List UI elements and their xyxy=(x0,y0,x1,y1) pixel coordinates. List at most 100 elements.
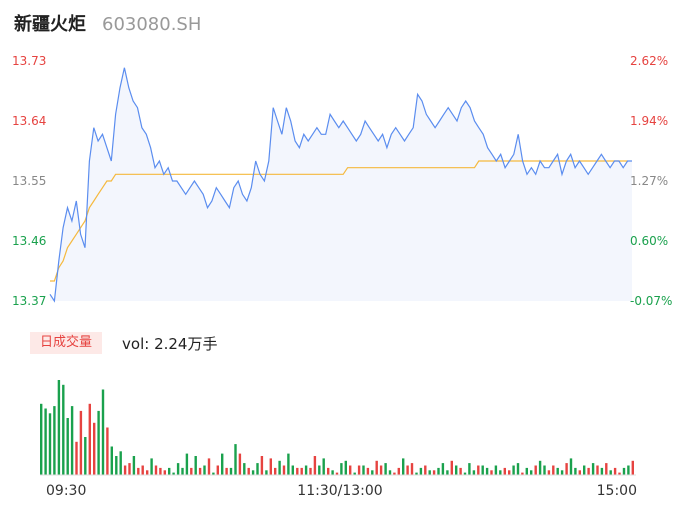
volume-value: 2.24万手 xyxy=(154,334,218,353)
volume-bar xyxy=(499,470,502,476)
volume-bar xyxy=(512,465,515,475)
y-tick-left-3: 13.46 xyxy=(12,234,46,248)
volume-bar xyxy=(384,463,387,475)
volume-bar xyxy=(631,460,634,476)
stock-name: 新疆火炬 xyxy=(14,14,86,35)
volume-bar xyxy=(450,460,453,476)
volume-bar xyxy=(291,465,294,475)
volume-bar xyxy=(229,467,233,475)
volume-bar xyxy=(556,467,559,475)
x-tick-1: 11:30/13:00 xyxy=(297,483,382,499)
y-tick-left-4: 13.37 xyxy=(12,294,46,308)
volume-bar xyxy=(468,463,471,475)
volume-bar xyxy=(525,467,528,475)
volume-bar xyxy=(53,406,56,475)
y-tick-right-1: 1.94% xyxy=(630,114,668,128)
average-price-line xyxy=(50,160,628,282)
x-tick-0: 09:30 xyxy=(46,483,86,499)
volume-bar xyxy=(203,465,206,475)
volume-bar xyxy=(44,408,47,475)
volume-bar xyxy=(393,472,396,475)
volume-bar xyxy=(176,463,180,475)
volume-bar xyxy=(207,458,211,475)
volume-bar xyxy=(141,465,144,475)
volume-bar xyxy=(432,470,436,476)
volume-bar xyxy=(622,467,626,475)
volume-bar xyxy=(309,467,312,475)
volume-bar xyxy=(247,467,250,475)
volume-bar xyxy=(115,456,118,475)
volume-prefix: vol: xyxy=(122,334,150,353)
volume-bar xyxy=(596,465,599,475)
volume-bar xyxy=(159,467,162,475)
volume-bar xyxy=(304,465,308,475)
volume-bar xyxy=(198,467,202,475)
volume-bar xyxy=(516,463,520,475)
volume-bar xyxy=(424,465,427,475)
daily-volume-tag[interactable]: 日成交量 xyxy=(30,332,103,354)
volume-bar xyxy=(313,456,317,475)
volume-bar xyxy=(88,403,91,476)
volume-bar xyxy=(472,470,476,476)
volume-bar xyxy=(123,465,127,475)
volume-bar xyxy=(569,458,573,475)
volume-bar xyxy=(605,463,608,475)
volume-bar xyxy=(371,470,374,476)
volume-bar xyxy=(485,467,489,475)
volume-bar xyxy=(388,470,392,476)
volume-bar xyxy=(106,427,109,475)
volume-bar xyxy=(327,467,330,475)
volume-bar xyxy=(627,465,630,475)
volume-bar xyxy=(534,465,537,475)
volume-bar xyxy=(75,441,78,476)
volume-bar xyxy=(410,463,414,475)
volume-bar xyxy=(137,467,140,475)
volume-bar xyxy=(353,472,356,475)
price-line xyxy=(49,67,632,303)
volume-bar xyxy=(565,463,568,475)
volume-bar xyxy=(296,467,299,475)
volume-bar xyxy=(318,465,321,475)
volume-bar xyxy=(110,446,113,475)
volume-bar xyxy=(552,465,555,475)
volume-bar xyxy=(265,470,268,476)
volume-bar xyxy=(190,467,193,475)
volume-bar xyxy=(379,465,383,475)
volume-bar xyxy=(508,470,511,476)
volume-bar xyxy=(574,467,577,475)
volume-bar xyxy=(600,467,604,475)
volume-bar xyxy=(530,470,533,476)
volume-bar xyxy=(397,467,400,475)
volume-readout: vol: 2.24万手 xyxy=(122,333,217,354)
volume-bar xyxy=(269,458,272,475)
volume-bar xyxy=(322,458,325,475)
volume-bar xyxy=(463,472,467,475)
volume-bar xyxy=(221,453,224,475)
y-tick-left-2: 13.55 xyxy=(12,174,46,188)
volume-bar xyxy=(70,406,74,475)
volume-bar xyxy=(163,470,166,476)
volume-bar xyxy=(375,460,378,476)
volume-bar xyxy=(93,422,96,476)
volume-bar xyxy=(340,463,343,475)
volume-bar xyxy=(613,467,617,475)
volume-bar xyxy=(260,456,264,475)
volume-bar xyxy=(494,465,498,475)
volume-bar xyxy=(282,465,286,475)
volume-bar xyxy=(119,451,122,476)
volume-bar xyxy=(481,465,484,475)
y-tick-left-1: 13.64 xyxy=(12,114,46,128)
volume-bar xyxy=(419,467,423,475)
volume-bar xyxy=(278,460,281,476)
volume-bar xyxy=(459,467,462,475)
volume-bar xyxy=(66,418,69,475)
volume-bar xyxy=(587,467,590,475)
volume-bar xyxy=(243,463,246,475)
volume-bar xyxy=(172,472,175,475)
volume-bar xyxy=(97,410,100,475)
volume-bar xyxy=(154,465,158,475)
volume-bar xyxy=(79,410,83,475)
volume-bar xyxy=(366,467,370,475)
volume-bar xyxy=(538,460,542,476)
